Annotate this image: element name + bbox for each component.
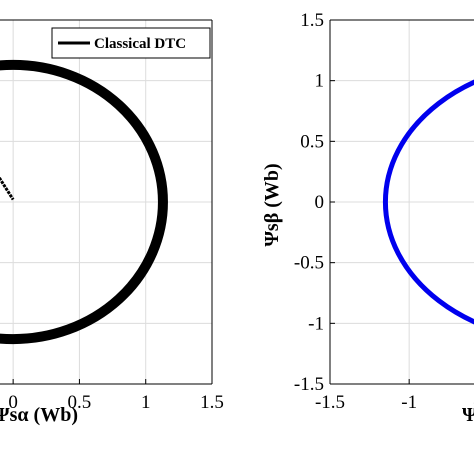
y-tick-label: -1.5 — [294, 374, 324, 395]
left-tick-labels: 0 0.5 1 1.5 — [8, 392, 223, 413]
y-tick-label: 1 — [315, 71, 325, 92]
flux-startup-trajectory — [0, 176, 15, 201]
x-tick-label: 1.5 — [200, 392, 224, 413]
left-grid — [0, 19, 213, 385]
right-y-axis-label: Ψsβ (Wb) — [261, 163, 283, 246]
flux-trajectory-circle — [382, 79, 474, 325]
legend: Classical DTC — [51, 27, 211, 59]
right-tick-labels: -1.5-1-0.5-1.5-1-0.500.511.5 — [294, 10, 474, 413]
left-axes-frame — [0, 19, 213, 385]
legend-label-classical-dtc: Classical DTC — [94, 36, 186, 52]
left-x-axis-label: Ψsα (Wb) — [0, 404, 78, 426]
right-plot-panel: -1.5-1-0.5-1.5-1-0.500.511.5 Ψsβ (Wb) Ψs… — [261, 10, 474, 426]
x-tick-label: -1 — [401, 392, 417, 413]
y-tick-label: 1.5 — [300, 10, 324, 31]
y-tick-label: 0 — [315, 192, 325, 213]
x-tick-label: 1 — [141, 392, 151, 413]
right-grid — [329, 19, 474, 385]
y-tick-label: -0.5 — [294, 253, 324, 274]
y-tick-label: 0.5 — [300, 131, 324, 152]
x-tick-label: 0.5 — [68, 392, 92, 413]
right-data-area — [382, 79, 474, 325]
left-plot-panel: 0 0.5 1 1.5 Classical DTC Ψsα (Wb) — [0, 19, 224, 426]
y-tick-label: -1 — [308, 313, 324, 334]
right-axes-frame — [329, 19, 474, 385]
left-data-area — [0, 59, 168, 345]
flux-trajectory-circle — [0, 59, 168, 345]
x-tick-label: -1.5 — [315, 392, 345, 413]
x-tick-label: 0 — [8, 392, 18, 413]
right-x-axis-label: Ψsα (Wb) — [462, 404, 474, 426]
